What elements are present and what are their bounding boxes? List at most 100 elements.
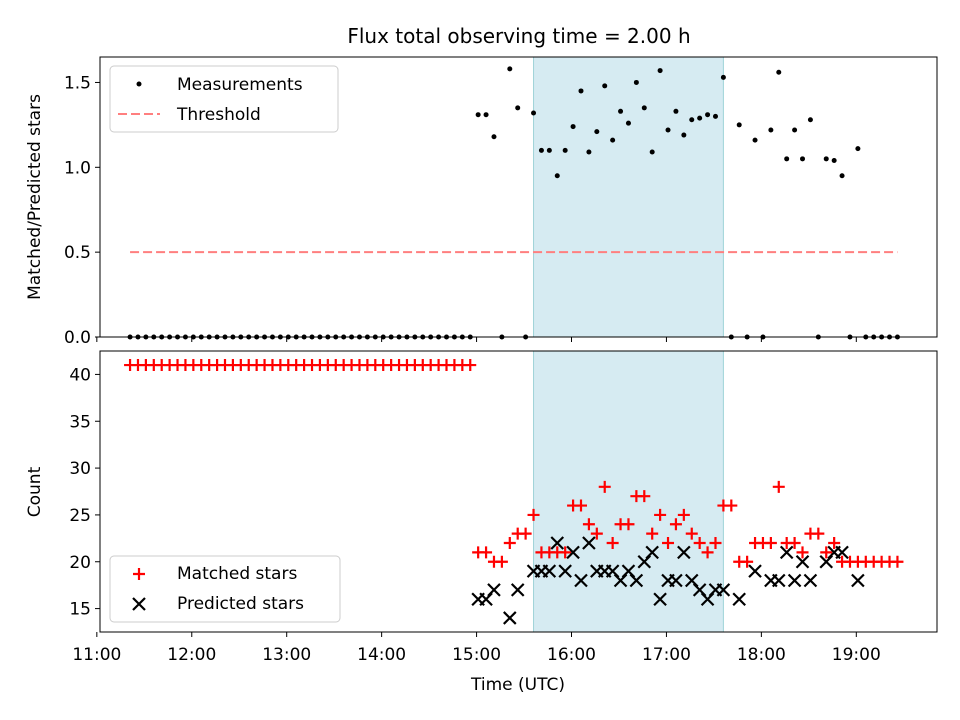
measurement-point — [784, 156, 790, 162]
measurement-point — [618, 108, 624, 114]
measurement-point — [681, 132, 687, 138]
predicted-star-point — [574, 573, 588, 588]
measurement-point — [697, 115, 703, 121]
y-tick-label: 40 — [69, 365, 91, 385]
top-panel: 0.0 0.5 1.0 1.5 Matched/Predicted stars Mea… — [25, 56, 938, 348]
matched-star-point — [590, 527, 603, 540]
matched-star-point — [891, 555, 904, 568]
matched-star-point — [574, 499, 587, 512]
measurement-point — [578, 88, 584, 94]
predicted-star-point — [566, 545, 580, 560]
measurement-point — [720, 74, 726, 80]
legend-predicted-label: Predicted stars — [177, 594, 304, 614]
matched-star-point — [638, 490, 651, 503]
top-legend-box — [109, 65, 339, 133]
matched-star-point — [606, 537, 619, 550]
y-tick-label: 20 — [69, 553, 91, 573]
predicted-star-point — [748, 564, 762, 578]
measurement-point — [792, 127, 798, 133]
bottom-y-axis-label: Count — [25, 466, 45, 517]
measurement-point — [776, 69, 782, 75]
x-tick-label: 15:00 — [452, 645, 501, 665]
x-tick-label: 13:00 — [262, 645, 311, 665]
matched-star-point — [796, 546, 809, 559]
measurement-point — [712, 113, 718, 119]
matched-star-point — [788, 537, 801, 550]
y-tick-label: 15 — [69, 600, 91, 620]
measurement-point — [752, 137, 758, 143]
measurement-point — [625, 120, 631, 126]
top-axes-frame — [99, 56, 938, 338]
predicted-star-point — [803, 573, 818, 588]
measurement-point — [665, 127, 671, 133]
legend-predicted-marker — [132, 597, 146, 611]
matched-star-point — [693, 537, 706, 550]
measurement-point — [594, 129, 600, 135]
measurement-point — [705, 112, 711, 118]
predicted-star-point — [795, 554, 810, 569]
measurement-point — [657, 68, 663, 74]
matched-star-point — [519, 527, 532, 540]
x-tick-label: 14:00 — [357, 645, 406, 665]
predicted-star-point — [669, 573, 683, 588]
measurement-point — [768, 127, 774, 133]
measurement-point — [507, 66, 513, 72]
x-tick-label: 18:00 — [737, 645, 786, 665]
predicted-star-point — [787, 573, 802, 588]
predicted-star-point — [779, 545, 794, 560]
matched-star-point — [709, 537, 722, 550]
predicted-star-point — [503, 611, 517, 625]
predicted-star-point — [771, 573, 786, 588]
predicted-star-point — [558, 564, 572, 578]
matched-star-point — [464, 359, 477, 372]
predicted-star-point — [542, 564, 557, 578]
matched-star-point — [495, 555, 508, 568]
matched-star-point — [559, 546, 572, 559]
measurement-point — [610, 137, 616, 143]
legend-matched-marker — [133, 568, 145, 580]
measurement-point — [673, 108, 679, 114]
matched-star-point — [828, 537, 841, 550]
matched-star-point — [480, 546, 493, 559]
bottom-legend: Matched stars Predicted stars — [109, 555, 341, 623]
matched-star-point — [527, 508, 540, 521]
x-tick-label: 17:00 — [642, 645, 691, 665]
bottom-panel: 15 20 25 30 35 40 11:00 12:00 13:00 14:00 15:00 16… — [25, 350, 938, 695]
matched-star-point — [701, 546, 714, 559]
measurement-point — [649, 149, 655, 155]
predicted-star-point — [510, 583, 525, 597]
x-tick-label: 11:00 — [72, 645, 121, 665]
legend-matched-label: Matched stars — [177, 564, 297, 584]
predicted-star-point — [550, 536, 565, 550]
measurement-point — [823, 156, 829, 162]
matched-star-point — [725, 499, 738, 512]
matched-star-point — [772, 480, 785, 493]
y-tick-label: 35 — [69, 412, 91, 432]
bottom-axes-frame — [99, 350, 938, 633]
measurement-point — [546, 147, 552, 153]
measurement-point — [831, 158, 837, 164]
bot-highlight-span — [533, 351, 724, 632]
predicted-star-point — [716, 583, 731, 597]
chart-title: Flux total observing time = 2.00 h — [347, 24, 690, 48]
measurement-point — [515, 105, 521, 111]
measurement-point — [554, 173, 560, 179]
y-tick-label: 1.0 — [64, 158, 91, 178]
x-tick-label: 19:00 — [832, 645, 881, 665]
y-tick-label: 1.5 — [64, 73, 91, 93]
matched-star-point — [820, 546, 833, 559]
measurement-point — [689, 117, 695, 123]
measurement-point — [570, 124, 576, 130]
matched-star-point — [654, 508, 667, 521]
measurement-point — [538, 147, 544, 153]
bottom-legend-box — [109, 555, 341, 623]
measurement-point — [491, 134, 497, 140]
top-highlight-span — [533, 57, 724, 337]
measurement-point — [531, 110, 537, 116]
predicted-star-point — [851, 573, 865, 588]
measurement-point — [641, 105, 647, 111]
y-tick-label: 30 — [69, 459, 91, 479]
predicted-star-point — [582, 536, 596, 550]
matched-star-point — [598, 480, 611, 493]
